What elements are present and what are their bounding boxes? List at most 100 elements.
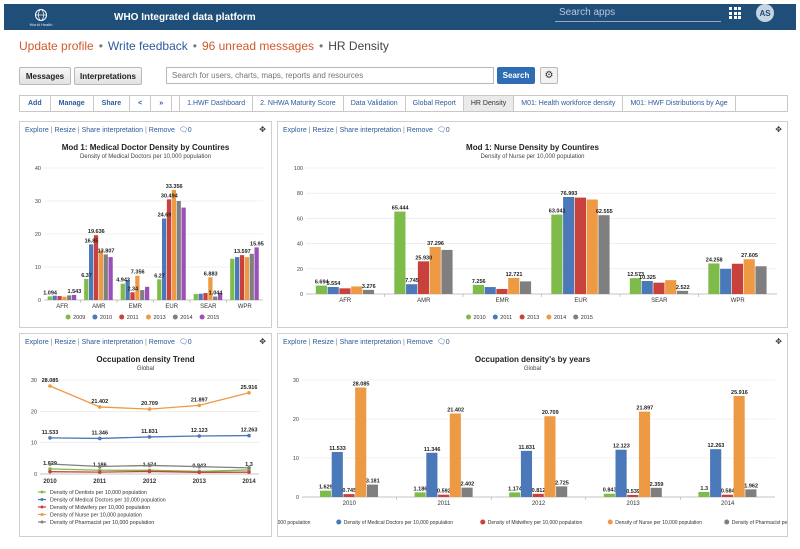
- bar-2012-density-of-pharmacist-per-10-000-population[interactable]: [556, 486, 568, 497]
- move-handle-icon[interactable]: ✥: [775, 125, 782, 134]
- write-feedback-link[interactable]: Write feedback: [107, 39, 188, 53]
- bar-emr-2011[interactable]: [130, 292, 135, 300]
- bar-emr-2011[interactable]: [484, 287, 496, 294]
- bar-wpr-2015[interactable]: [755, 266, 767, 294]
- bar-afr-2010[interactable]: [315, 285, 327, 294]
- bar-sear-2015[interactable]: [217, 293, 223, 300]
- bar-2014-density-of-pharmacist-per-10-000-population[interactable]: [745, 489, 757, 497]
- bar-2014-density-of-medical-doctors-per-10-000-population[interactable]: [710, 449, 722, 497]
- bar-wpr-2014[interactable]: [249, 253, 254, 300]
- bar-amr-2011[interactable]: [406, 284, 418, 294]
- bar-2010-density-of-nurse-per-10-000-population[interactable]: [355, 387, 367, 497]
- point-density-of-nurse-per-10-000-population[interactable]: [97, 405, 102, 409]
- move-handle-icon[interactable]: ✥: [259, 337, 266, 346]
- bar-eur-2009[interactable]: [157, 279, 162, 300]
- legend-label[interactable]: 2014: [180, 315, 192, 321]
- messages-button[interactable]: Messages: [19, 67, 71, 85]
- point-density-of-medical-doctors-per-10-000-population[interactable]: [97, 436, 102, 441]
- point-density-of-pharmacist-per-10-000-population[interactable]: [48, 462, 52, 466]
- point-density-of-pharmacist-per-10-000-population[interactable]: [97, 464, 102, 469]
- bar-eur-2013[interactable]: [574, 197, 587, 294]
- legend-label[interactable]: 2015: [207, 315, 219, 321]
- bar-2012-density-of-midwifery-per-10-000-population[interactable]: [532, 493, 544, 497]
- legend-label[interactable]: Density of Nurse per 10,000 population: [615, 520, 702, 526]
- bar-sear-2009[interactable]: [193, 294, 198, 300]
- bar-afr-2011[interactable]: [327, 287, 339, 294]
- move-handle-icon[interactable]: ✥: [259, 125, 266, 134]
- legend-label[interactable]: 2015: [581, 315, 593, 321]
- who-logo[interactable]: World Health: [18, 4, 64, 30]
- bar-amr-2015[interactable]: [108, 257, 113, 300]
- share-interpretation-link[interactable]: Share interpretation: [339, 339, 402, 346]
- legend-label[interactable]: 2011: [127, 315, 139, 321]
- legend-label[interactable]: 2011: [500, 315, 512, 321]
- bar-2011-density-of-midwifery-per-10-000-population[interactable]: [438, 494, 450, 497]
- bar-eur-2014[interactable]: [586, 199, 598, 295]
- bar-amr-2013[interactable]: [417, 261, 430, 294]
- bar-amr-2013[interactable]: [98, 250, 104, 301]
- bar-wpr-2009[interactable]: [230, 258, 235, 300]
- tab-hr-density[interactable]: HR Density: [463, 96, 515, 111]
- bar-amr-2009[interactable]: [84, 278, 89, 300]
- bar-emr-2015[interactable]: [519, 281, 532, 294]
- legend-label[interactable]: Density of Pharmacist per 10,000 populat…: [732, 520, 787, 526]
- bar-2011-density-of-medical-doctors-per-10-000-population[interactable]: [426, 452, 438, 497]
- legend-label[interactable]: Density of Nurse per 10,000 population: [50, 513, 142, 519]
- bar-sear-2010[interactable]: [629, 278, 641, 294]
- bar-2013-density-of-pharmacist-per-10-000-population[interactable]: [650, 487, 662, 497]
- comments-count[interactable]: 🗨0: [178, 127, 192, 134]
- legend-label[interactable]: Density of Pharmacist per 10,000 populat…: [50, 520, 154, 526]
- search-apps-input[interactable]: [555, 4, 721, 22]
- bar-wpr-2011[interactable]: [239, 255, 245, 300]
- legend-label[interactable]: 2014: [554, 315, 566, 321]
- point-density-of-pharmacist-per-10-000-population[interactable]: [147, 463, 152, 468]
- point-density-of-nurse-per-10-000-population[interactable]: [147, 407, 152, 411]
- bar-wpr-2010[interactable]: [708, 263, 720, 294]
- bar-wpr-2010[interactable]: [235, 257, 240, 300]
- legend-label[interactable]: Density of Midwifery per 10,000 populati…: [488, 520, 583, 526]
- bar-sear-2014[interactable]: [665, 280, 677, 294]
- bar-2010-density-of-midwifery-per-10-000-population[interactable]: [343, 494, 355, 497]
- point-density-of-pharmacist-per-10-000-population[interactable]: [247, 466, 251, 470]
- bar-sear-2014[interactable]: [213, 296, 218, 300]
- bar-emr-2013[interactable]: [496, 288, 508, 294]
- bar-afr-2015[interactable]: [71, 294, 77, 300]
- comments-count[interactable]: 🗨0: [436, 339, 450, 346]
- bar-wpr-2013[interactable]: [731, 263, 744, 294]
- legend-label[interactable]: Density of Dentists per 10,000 populatio…: [278, 520, 311, 526]
- bar-eur-2011[interactable]: [563, 196, 575, 294]
- bar-eur-2013[interactable]: [171, 189, 177, 300]
- add-dashboard-button[interactable]: Add: [20, 96, 51, 111]
- bar-eur-2015[interactable]: [181, 207, 186, 300]
- point-density-of-medical-doctors-per-10-000-population[interactable]: [247, 433, 251, 438]
- bar-amr-2010[interactable]: [394, 211, 406, 294]
- legend-label[interactable]: Density of Dentists per 10,000 populatio…: [50, 490, 147, 496]
- bar-2013-density-of-medical-doctors-per-10-000-population[interactable]: [615, 449, 627, 497]
- explore-link[interactable]: Explore: [25, 339, 49, 346]
- point-density-of-nurse-per-10-000-population[interactable]: [247, 390, 251, 395]
- point-density-of-pharmacist-per-10-000-population[interactable]: [197, 464, 202, 469]
- bar-afr-2010[interactable]: [52, 295, 57, 300]
- prev-dashboards-button[interactable]: <: [130, 96, 152, 111]
- bar-2010-density-of-medical-doctors-per-10-000-population[interactable]: [331, 452, 343, 497]
- bar-sear-2013[interactable]: [653, 282, 665, 294]
- bar-2012-density-of-medical-doctors-per-10-000-population[interactable]: [520, 450, 533, 497]
- legend-label[interactable]: 2013: [154, 315, 166, 321]
- point-density-of-medical-doctors-per-10-000-population[interactable]: [48, 436, 52, 440]
- bar-afr-2014[interactable]: [351, 286, 363, 294]
- bar-afr-2013[interactable]: [62, 296, 67, 300]
- apps-grid-icon[interactable]: [729, 7, 741, 19]
- global-search-input[interactable]: [166, 67, 494, 84]
- bar-2011-density-of-nurse-per-10-000-population[interactable]: [449, 413, 461, 497]
- bar-wpr-2015[interactable]: [254, 247, 259, 300]
- bar-sear-2011[interactable]: [203, 293, 208, 300]
- bar-amr-2015[interactable]: [441, 249, 453, 294]
- search-button[interactable]: Search: [497, 67, 535, 84]
- bar-afr-2014[interactable]: [67, 295, 72, 300]
- bar-emr-2010[interactable]: [125, 280, 130, 300]
- bar-amr-2010[interactable]: [89, 244, 94, 300]
- bar-2010-density-of-dentists-per-10-000-population[interactable]: [319, 490, 332, 497]
- bar-eur-2010[interactable]: [551, 214, 563, 294]
- explore-link[interactable]: Explore: [25, 127, 49, 134]
- resize-link[interactable]: Resize: [54, 339, 76, 346]
